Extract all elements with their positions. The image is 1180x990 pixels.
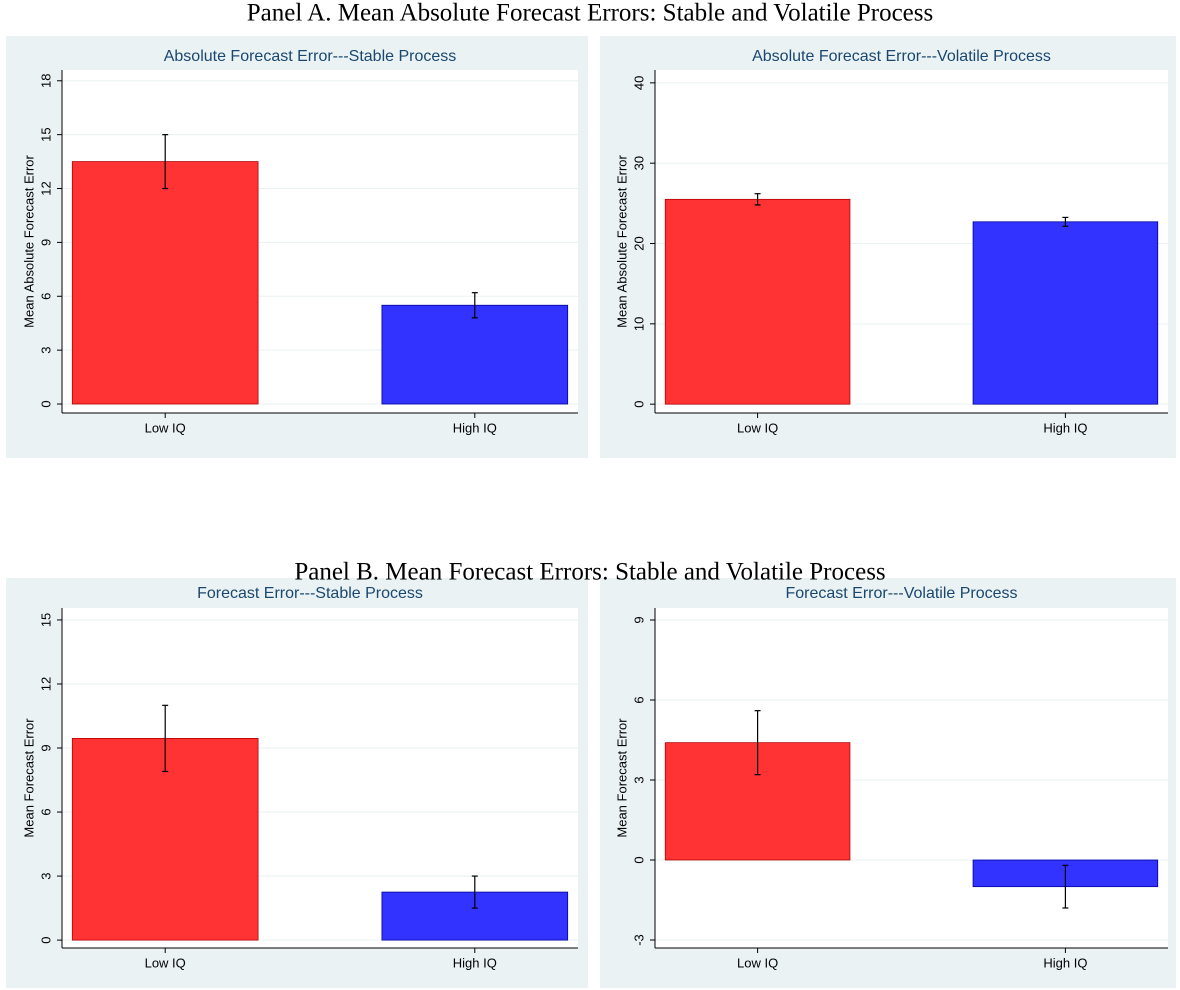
x-tick-label: Low IQ xyxy=(145,420,186,435)
y-tick-label: 0 xyxy=(631,401,646,408)
x-tick-label: High IQ xyxy=(1043,955,1087,970)
y-tick-label: 9 xyxy=(38,239,53,246)
chart-title: Absolute Forecast Error---Volatile Proce… xyxy=(752,48,1051,65)
y-tick-label: 30 xyxy=(631,156,646,170)
y-tick-label: 12 xyxy=(38,677,53,691)
panel-title: Panel A. Mean Absolute Forecast Errors: … xyxy=(247,0,933,27)
x-tick-label: High IQ xyxy=(453,420,497,435)
bar xyxy=(381,304,569,405)
y-tick-label: 0 xyxy=(38,400,53,407)
y-tick-label: 9 xyxy=(631,616,646,623)
y-tick-label: 12 xyxy=(38,181,53,195)
y-axis-label: Mean Absolute Forecast Error xyxy=(614,154,629,327)
panel-title: Panel B. Mean Forecast Errors: Stable an… xyxy=(294,559,885,586)
chart-title: Forecast Error---Stable Process xyxy=(197,585,423,602)
y-tick-label: 6 xyxy=(38,293,53,300)
y-tick-label: 0 xyxy=(38,936,53,943)
y-axis-label: Mean Absolute Forecast Error xyxy=(21,154,36,327)
y-tick-label: 3 xyxy=(631,776,646,783)
bar xyxy=(71,161,259,405)
y-tick-label: 6 xyxy=(38,808,53,815)
bar xyxy=(664,198,851,405)
chart-title: Absolute Forecast Error---Stable Process xyxy=(164,48,457,65)
y-axis-label: Mean Forecast Error xyxy=(614,718,629,838)
y-tick-label: -3 xyxy=(631,934,646,946)
x-tick-label: High IQ xyxy=(1043,420,1087,435)
y-tick-label: 15 xyxy=(38,127,53,141)
y-tick-label: 3 xyxy=(38,347,53,354)
x-tick-label: Low IQ xyxy=(145,955,186,970)
x-tick-label: Low IQ xyxy=(737,420,778,435)
x-tick-label: Low IQ xyxy=(737,955,778,970)
y-tick-label: 9 xyxy=(38,744,53,751)
chart-title: Forecast Error---Volatile Process xyxy=(785,585,1017,602)
y-tick-label: 20 xyxy=(631,236,646,250)
y-tick-label: 15 xyxy=(38,613,53,627)
x-tick-label: High IQ xyxy=(453,955,497,970)
y-tick-label: 10 xyxy=(631,317,646,331)
y-tick-label: 6 xyxy=(631,696,646,703)
y-tick-label: 3 xyxy=(38,872,53,879)
y-tick-label: 0 xyxy=(631,856,646,863)
y-axis-label: Mean Forecast Error xyxy=(21,718,36,838)
y-tick-label: 18 xyxy=(38,74,53,88)
bar xyxy=(972,221,1159,405)
y-tick-label: 40 xyxy=(631,76,646,90)
